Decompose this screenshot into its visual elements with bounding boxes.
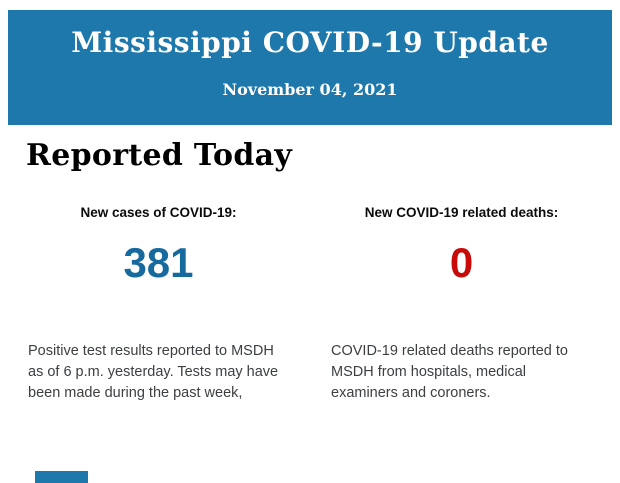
new-deaths-label: New COVID-19 related deaths: (364, 205, 559, 220)
new-cases-description: Positive test results reported to MSDH a… (28, 343, 279, 401)
page-title: Mississippi COVID-19 Update (71, 26, 549, 59)
header-date: November 04, 2021 (222, 80, 398, 99)
new-cases-value: 381 (123, 239, 194, 286)
stats-grid: New cases of COVID-19: 381 Positive test… (28, 205, 592, 404)
next-section-peek-block (35, 471, 88, 483)
new-deaths-column: New COVID-19 related deaths: 0 COVID-19 … (331, 205, 592, 404)
new-deaths-value: 0 (449, 239, 474, 286)
section-heading: Reported Today (26, 138, 293, 173)
new-cases-column: New cases of COVID-19: 381 Positive test… (28, 205, 289, 404)
new-deaths-description: COVID-19 related deaths reported to MSDH… (331, 343, 568, 401)
new-cases-label: New cases of COVID-19: (80, 205, 237, 220)
header-banner: Mississippi COVID-19 Update November 04,… (8, 10, 612, 125)
